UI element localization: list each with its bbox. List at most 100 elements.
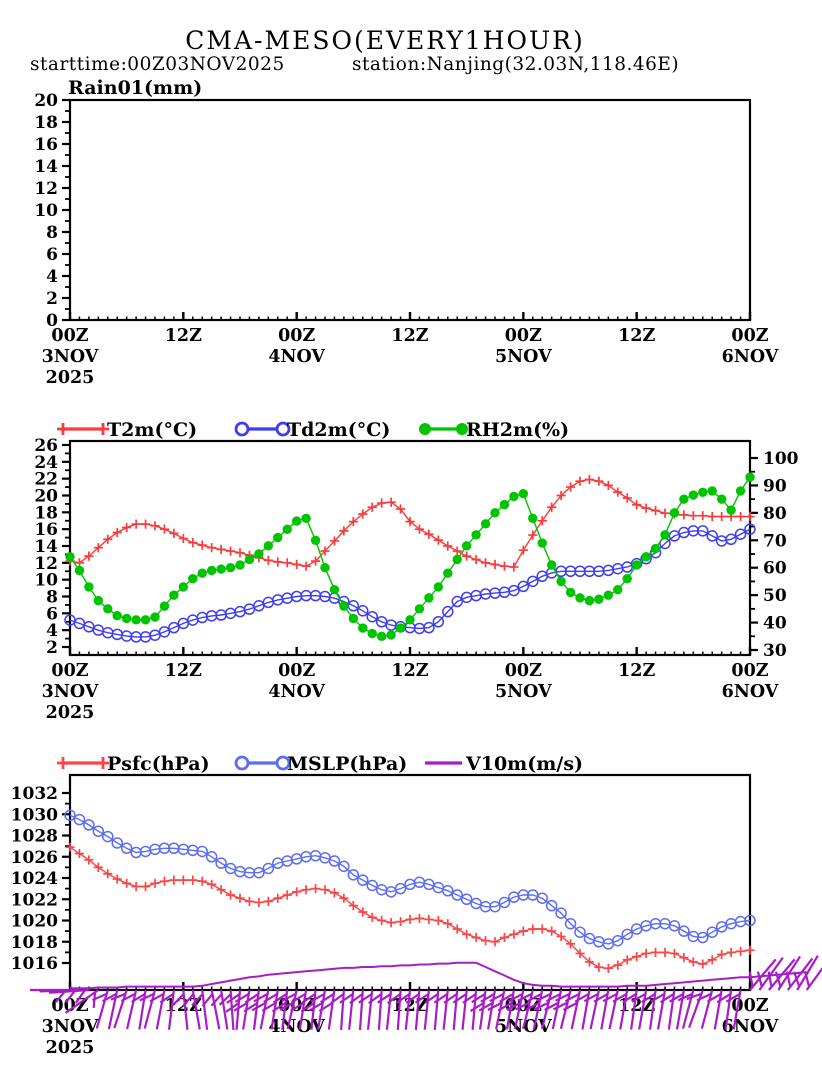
circle-marker (92, 825, 105, 837)
dot-marker (140, 615, 151, 625)
wind-barb (271, 989, 289, 1030)
plus-marker (717, 949, 727, 960)
circle-marker (196, 845, 208, 858)
circle-marker (253, 866, 265, 879)
wind-barb (725, 989, 742, 1030)
dot-marker (669, 508, 680, 518)
circle-marker (73, 813, 86, 826)
plus-marker (698, 959, 708, 969)
plus-marker (575, 948, 585, 959)
dot-marker (499, 499, 510, 510)
svg-text:1018: 1018 (11, 933, 58, 953)
dot-marker (244, 554, 255, 565)
legend-item-mslp-hpa-: MSLP(hPa) (234, 753, 407, 775)
svg-text:8: 8 (46, 223, 58, 243)
plus-marker (97, 423, 109, 435)
plus-marker (339, 893, 349, 903)
temp-rh-panel: 2468101214161820222426304050607080901000… (34, 419, 798, 723)
wind-barb (424, 989, 440, 1030)
dot-marker (291, 516, 302, 526)
svg-text:70: 70 (763, 531, 787, 551)
plus-marker (613, 960, 623, 970)
dot-marker (688, 490, 699, 500)
plus-marker (622, 955, 632, 965)
svg-text:12Z: 12Z (165, 661, 202, 681)
wind-barb (478, 989, 497, 1030)
circle-marker (357, 874, 369, 886)
dot-marker (490, 508, 500, 518)
circle-marker (489, 900, 501, 913)
plus-marker (443, 919, 453, 929)
svg-text:00Z: 00Z (51, 661, 88, 681)
dot-marker (716, 494, 727, 504)
wind-barb (443, 989, 459, 1030)
plus-marker (641, 948, 651, 959)
svg-text:4NOV: 4NOV (268, 682, 325, 702)
page-title: CMA-MESO(EVERY1HOUR) (185, 26, 585, 55)
dot-marker (348, 613, 359, 624)
plus-marker (452, 546, 462, 556)
wind-barb (631, 989, 648, 1030)
wind-barb (574, 989, 591, 1030)
svg-text:4NOV: 4NOV (268, 1017, 325, 1037)
circle-marker (517, 580, 530, 593)
svg-text:12: 12 (34, 554, 58, 574)
circle-marker (442, 885, 454, 897)
wind-barb (395, 989, 412, 1030)
wind-barb (182, 989, 201, 1030)
svg-text:14: 14 (34, 537, 58, 557)
plus-marker (414, 524, 425, 534)
plus-marker (745, 945, 755, 955)
plus-marker (386, 918, 396, 928)
svg-text:00Z: 00Z (731, 326, 768, 346)
wind-barb (497, 989, 515, 1030)
circle-marker (83, 819, 95, 831)
circle-marker (357, 605, 369, 617)
plus-marker (395, 504, 406, 514)
plus-marker (556, 931, 566, 942)
plus-marker (462, 929, 472, 939)
dot-marker (405, 615, 415, 625)
circle-marker (347, 869, 360, 881)
legend-item-v10m-m-s-: V10m(m/s) (425, 753, 583, 775)
dot-marker (594, 594, 604, 604)
circle-marker (205, 851, 218, 863)
wind-barb (544, 989, 563, 1030)
plus-marker (122, 878, 132, 888)
dot-marker (301, 513, 311, 524)
wind-barb (358, 989, 374, 1030)
plus-marker (433, 535, 443, 545)
plus-marker (480, 558, 491, 568)
dot-marker (509, 491, 519, 502)
circle-marker (120, 842, 133, 854)
plus-marker (273, 893, 283, 903)
wind-barb (622, 989, 638, 1030)
plus-marker (490, 559, 500, 570)
dot-marker (419, 423, 431, 435)
wind-barb (349, 989, 364, 1030)
wind-barb (669, 989, 685, 1030)
dot-marker (726, 505, 736, 515)
plus-marker (358, 509, 368, 519)
svg-text:4: 4 (46, 267, 58, 287)
circle-marker (275, 755, 291, 771)
dot-marker (424, 593, 434, 603)
plus-marker (235, 893, 245, 903)
dot-marker (565, 587, 576, 598)
wind-barb (612, 989, 629, 1030)
svg-text:12Z: 12Z (165, 996, 202, 1016)
plus-marker (556, 490, 566, 501)
series-t2m-c- (65, 474, 755, 572)
circle-marker (328, 855, 341, 867)
series-rh2m- (65, 472, 755, 641)
wind-barb (650, 989, 667, 1030)
wind-barb (686, 989, 704, 1028)
v10m-speed-line (70, 961, 807, 990)
series-psfc-hpa- (65, 842, 755, 973)
wind-barb (91, 989, 109, 1029)
plus-marker (490, 937, 500, 947)
dot-marker (131, 615, 141, 625)
plus-marker (140, 519, 151, 529)
plus-marker (688, 511, 698, 521)
